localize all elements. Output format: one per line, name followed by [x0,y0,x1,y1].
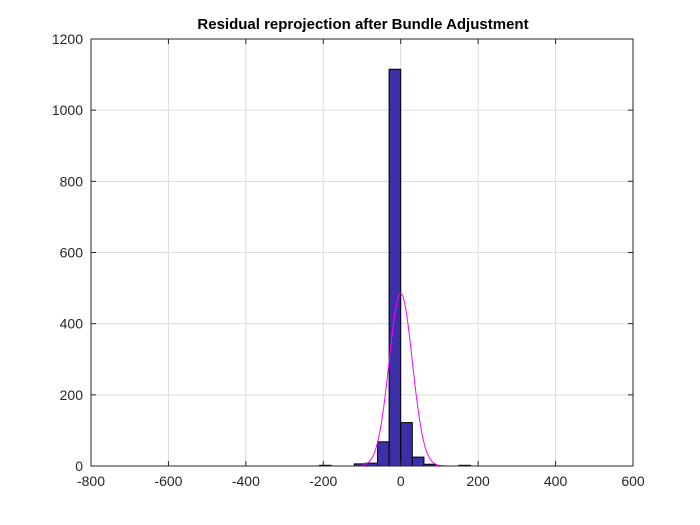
y-tick-labels: 0 200 400 600 800 1000 1200 [52,31,83,474]
y-tick-label: 600 [60,245,84,261]
histogram-bars [318,68,471,467]
x-tick-label: -200 [309,473,337,489]
y-tick-label: 0 [75,458,83,474]
x-tick-label: -800 [77,473,105,489]
histogram-bar [376,441,390,467]
chart-title: Residual reprojection after Bundle Adjus… [197,16,528,33]
x-tick-label: -400 [232,473,260,489]
x-tick-labels: -800 -600 -400 -200 0 200 400 600 [77,473,645,489]
axis-ticks [90,38,634,467]
histogram-bar [411,456,425,467]
y-tick-label: 800 [60,173,84,189]
y-tick-label: 1200 [52,31,83,47]
histogram-bar [400,422,413,467]
y-tick-label: 1000 [52,102,83,118]
y-tick-label: 200 [60,387,84,403]
histogram-bar [388,68,402,467]
x-tick-label: 0 [397,473,405,489]
y-tick-label: 400 [60,316,84,332]
x-tick-label: 200 [466,473,490,489]
x-tick-label: 400 [544,473,568,489]
x-tick-label: 600 [621,473,645,489]
x-tick-label: -600 [154,473,182,489]
